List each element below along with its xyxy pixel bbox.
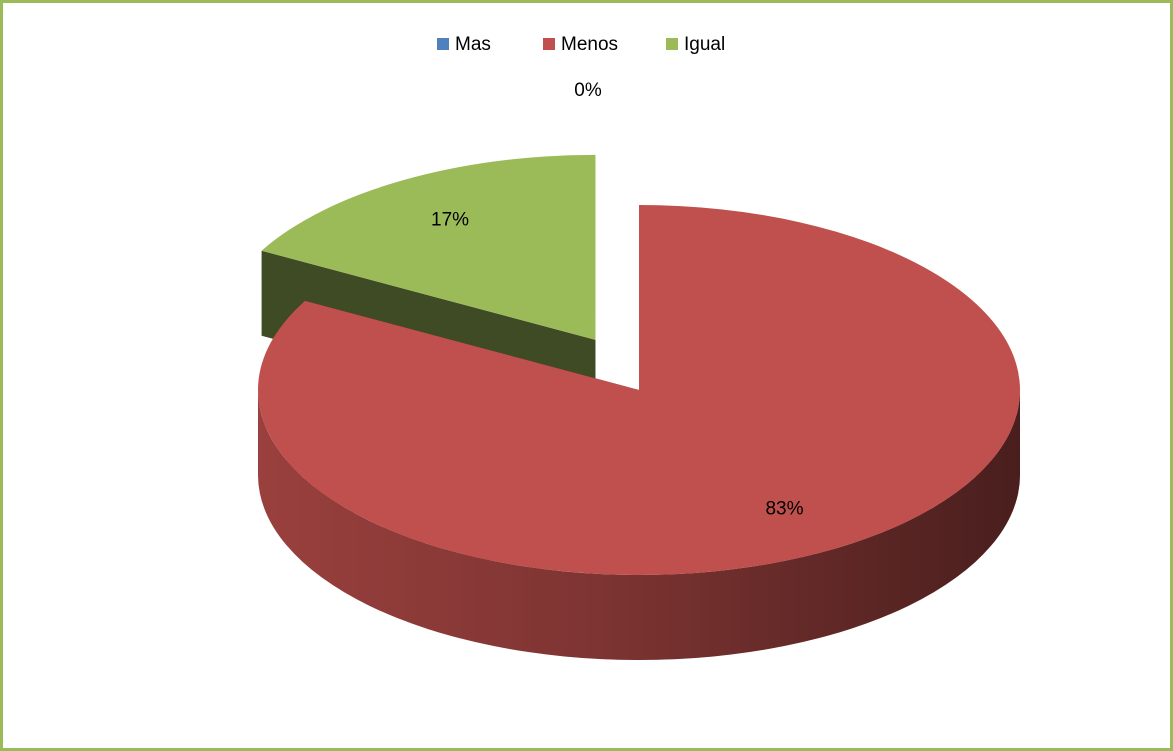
slice-side-shade — [258, 390, 1020, 660]
data-label: 83% — [765, 498, 803, 519]
legend-label: Igual — [684, 34, 725, 55]
pie — [257, 154, 1020, 660]
legend-label: Menos — [561, 34, 618, 55]
slice-top — [261, 154, 596, 340]
legend-swatch — [666, 38, 678, 50]
pie-slice — [257, 205, 1020, 660]
data-label: 17% — [431, 209, 469, 230]
data-labels: 0% 17% 83% — [431, 80, 804, 519]
legend: Mas Menos Igual — [437, 34, 725, 55]
legend-swatch — [437, 38, 449, 50]
data-label: 0% — [574, 80, 602, 101]
legend-swatch — [543, 38, 555, 50]
legend-label: Mas — [455, 34, 491, 55]
slice-top — [257, 205, 1020, 576]
